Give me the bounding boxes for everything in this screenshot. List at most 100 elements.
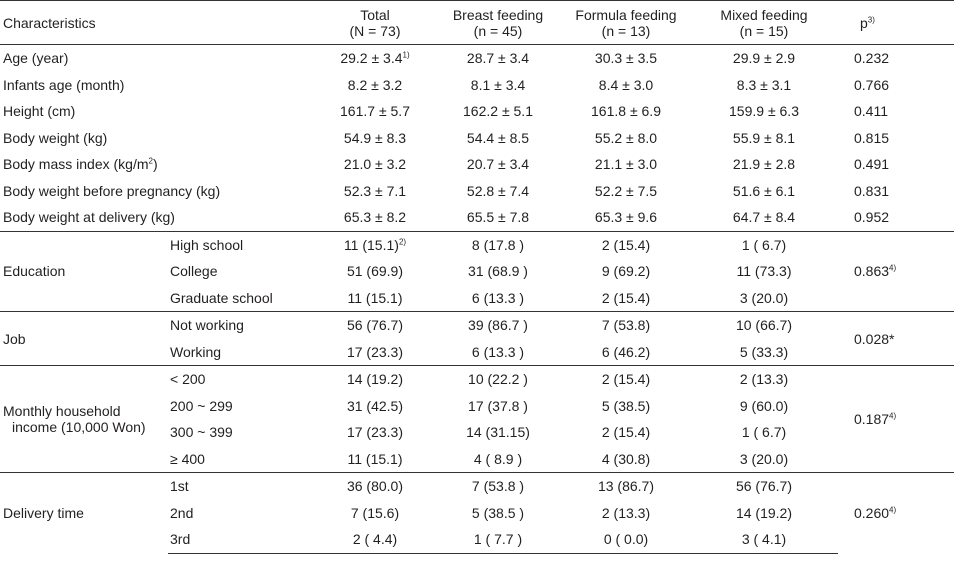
- cell-formula: 2 (15.4): [562, 285, 690, 312]
- cell-mixed: 10 (66.7): [690, 311, 838, 339]
- cell-formula-text: 30.3 ± 3.5: [594, 50, 658, 67]
- cell-breast-text: 8 (17.8 ): [471, 236, 525, 253]
- cell-mixed-text: 3 (20.0): [739, 450, 789, 467]
- cell-breast: 5 (38.5 ): [434, 500, 562, 527]
- cell-mixed-text: 1 ( 6.7): [741, 424, 787, 441]
- header-characteristics: Characteristics: [3, 14, 96, 31]
- row-label: Infants age (month): [0, 72, 316, 99]
- cell-breast: 8 (17.8 ): [434, 230, 562, 258]
- cell-p: 0.232: [838, 45, 954, 72]
- cell-sub: 2nd: [168, 500, 316, 527]
- cell-p: 0.411: [838, 98, 954, 125]
- cell-sub-text: ≥ 400: [170, 450, 205, 467]
- cell-sub: Working: [168, 339, 316, 366]
- cell-sub-text: 1st: [170, 478, 189, 495]
- group-label-text: Delivery time: [3, 505, 84, 521]
- cell-p-text: 0.815: [854, 129, 890, 146]
- cell-breast-text: 54.4 ± 8.5: [466, 129, 530, 146]
- cell-formula: 9 (69.2): [562, 258, 690, 285]
- cell-mixed: 2 (13.3): [690, 365, 838, 393]
- group-label-text: Education: [3, 263, 66, 280]
- cell-total: 54.9 ± 8.3: [316, 125, 434, 152]
- cell-formula: 13 (86.7): [562, 472, 690, 500]
- cell-formula-text: 52.2 ± 7.5: [594, 182, 658, 199]
- cell-p-text: 0.232: [854, 50, 890, 67]
- cell-total: 65.3 ± 8.2: [316, 204, 434, 231]
- cell-formula: 2 (15.4): [562, 230, 690, 258]
- cell-breast: 20.7 ± 3.4: [434, 151, 562, 178]
- cell-mixed: 56 (76.7): [690, 472, 838, 500]
- row-label: Body weight before pregnancy (kg): [0, 178, 316, 205]
- cell-breast: 6 (13.3 ): [434, 339, 562, 366]
- header-formula: Formula feeding (n = 13): [562, 1, 690, 45]
- cell-total-text: 56 (76.7): [346, 317, 404, 334]
- cell-total-text: 14 (19.2): [346, 371, 404, 388]
- cell-breast-text: 4 ( 8.9 ): [473, 450, 523, 467]
- cell-formula-text: 9 (69.2): [601, 263, 651, 280]
- cell-breast: 4 ( 8.9 ): [434, 446, 562, 473]
- cell-formula-text: 2 (13.3): [601, 504, 651, 521]
- cell-total-text: 8.2 ± 3.2: [347, 76, 403, 93]
- cell-breast: 7 (53.8 ): [434, 472, 562, 500]
- group-label-line2: income (10,000 Won): [12, 419, 146, 435]
- header-p: p3): [838, 1, 954, 45]
- cell-formula-text: 0 ( 0.0): [603, 531, 649, 548]
- row-label-text: Height (cm): [3, 103, 76, 120]
- table-row: Infants age (month) 8.2 ± 3.2 8.1 ± 3.4 8.4…: [0, 72, 954, 99]
- group-label-text: Job: [3, 330, 26, 347]
- cell-formula: 2 (15.4): [562, 419, 690, 446]
- header-row: Characteristics Total (N = 73) Breast fe…: [0, 0, 954, 45]
- group-p-text: 0.260: [854, 505, 890, 521]
- row-label: Body weight (kg): [0, 125, 316, 152]
- cell-breast: 52.8 ± 7.4: [434, 178, 562, 205]
- cell-breast-text: 65.5 ± 7.8: [466, 209, 530, 226]
- group-label-job: Job: [0, 311, 168, 366]
- cell-total-text: 161.7 ± 5.7: [340, 103, 410, 120]
- group-p-delivery: 0.2604): [838, 472, 954, 553]
- cell-mixed: 51.6 ± 6.1: [690, 178, 838, 205]
- cell-sub-text: Not working: [170, 317, 244, 334]
- header-mixed-n: (n = 15): [739, 22, 789, 39]
- cell-total-text: 52.3 ± 7.1: [343, 182, 407, 199]
- row-label-text: Infants age (month): [3, 76, 125, 93]
- cell-total-text: 29.2 ± 3.4: [340, 50, 403, 67]
- cell-breast: 6 (13.3 ): [434, 285, 562, 312]
- cell-breast: 14 (31.15): [434, 419, 562, 446]
- table-row: Age (year) 29.2 ± 3.41) 28.7 ± 3.4 30.3 ± 3…: [0, 45, 954, 72]
- header-p-label: p: [860, 14, 868, 31]
- cell-total: 56 (76.7): [316, 311, 434, 339]
- cell-mixed: 9 (60.0): [690, 393, 838, 420]
- row-label: Body weight at delivery (kg): [0, 204, 316, 231]
- cell-mixed-text: 21.9 ± 2.8: [732, 156, 796, 173]
- cell-breast-text: 7 (53.8 ): [471, 478, 525, 495]
- cell-mixed-text: 5 (33.3): [739, 343, 789, 360]
- cell-breast-text: 8.1 ± 3.4: [470, 76, 526, 93]
- cell-total: 17 (23.3): [316, 339, 434, 366]
- cell-breast-text: 162.2 ± 5.1: [463, 103, 533, 120]
- group-p-text: 0.187: [854, 411, 890, 427]
- group-p-income: 0.1874): [838, 365, 954, 473]
- cell-mixed: 64.7 ± 8.4: [690, 204, 838, 231]
- cell-breast: 31 (68.9 ): [434, 258, 562, 285]
- header-formula-label: Formula feeding: [575, 6, 677, 23]
- cell-breast-text: 28.7 ± 3.4: [466, 50, 530, 67]
- cell-sub-text: 2nd: [170, 504, 194, 521]
- cell-mixed-text: 159.9 ± 6.3: [729, 103, 799, 120]
- cell-total-text: 17 (23.3): [346, 424, 404, 441]
- cell-formula: 55.2 ± 8.0: [562, 125, 690, 152]
- cell-sub: 300 ~ 399: [168, 419, 316, 446]
- cell-sub: College: [168, 258, 316, 285]
- cell-formula: 7 (53.8): [562, 311, 690, 339]
- cell-formula: 21.1 ± 3.0: [562, 151, 690, 178]
- cell-total: 51 (69.9): [316, 258, 434, 285]
- cell-breast-text: 31 (68.9 ): [468, 263, 528, 280]
- row-label-sup: 2: [148, 156, 153, 166]
- cell-breast-text: 17 (37.8 ): [468, 397, 528, 414]
- cell-sub: Graduate school: [168, 285, 316, 312]
- cell-total-sup: 1): [402, 50, 410, 60]
- cell-formula: 161.8 ± 6.9: [562, 98, 690, 125]
- table-row: Graduate school 11 (15.1) 6 (13.3 ) 2 (15.4…: [0, 285, 954, 312]
- cell-breast-text: 10 (22.2 ): [468, 371, 528, 388]
- cell-p-text: 0.831: [854, 182, 890, 199]
